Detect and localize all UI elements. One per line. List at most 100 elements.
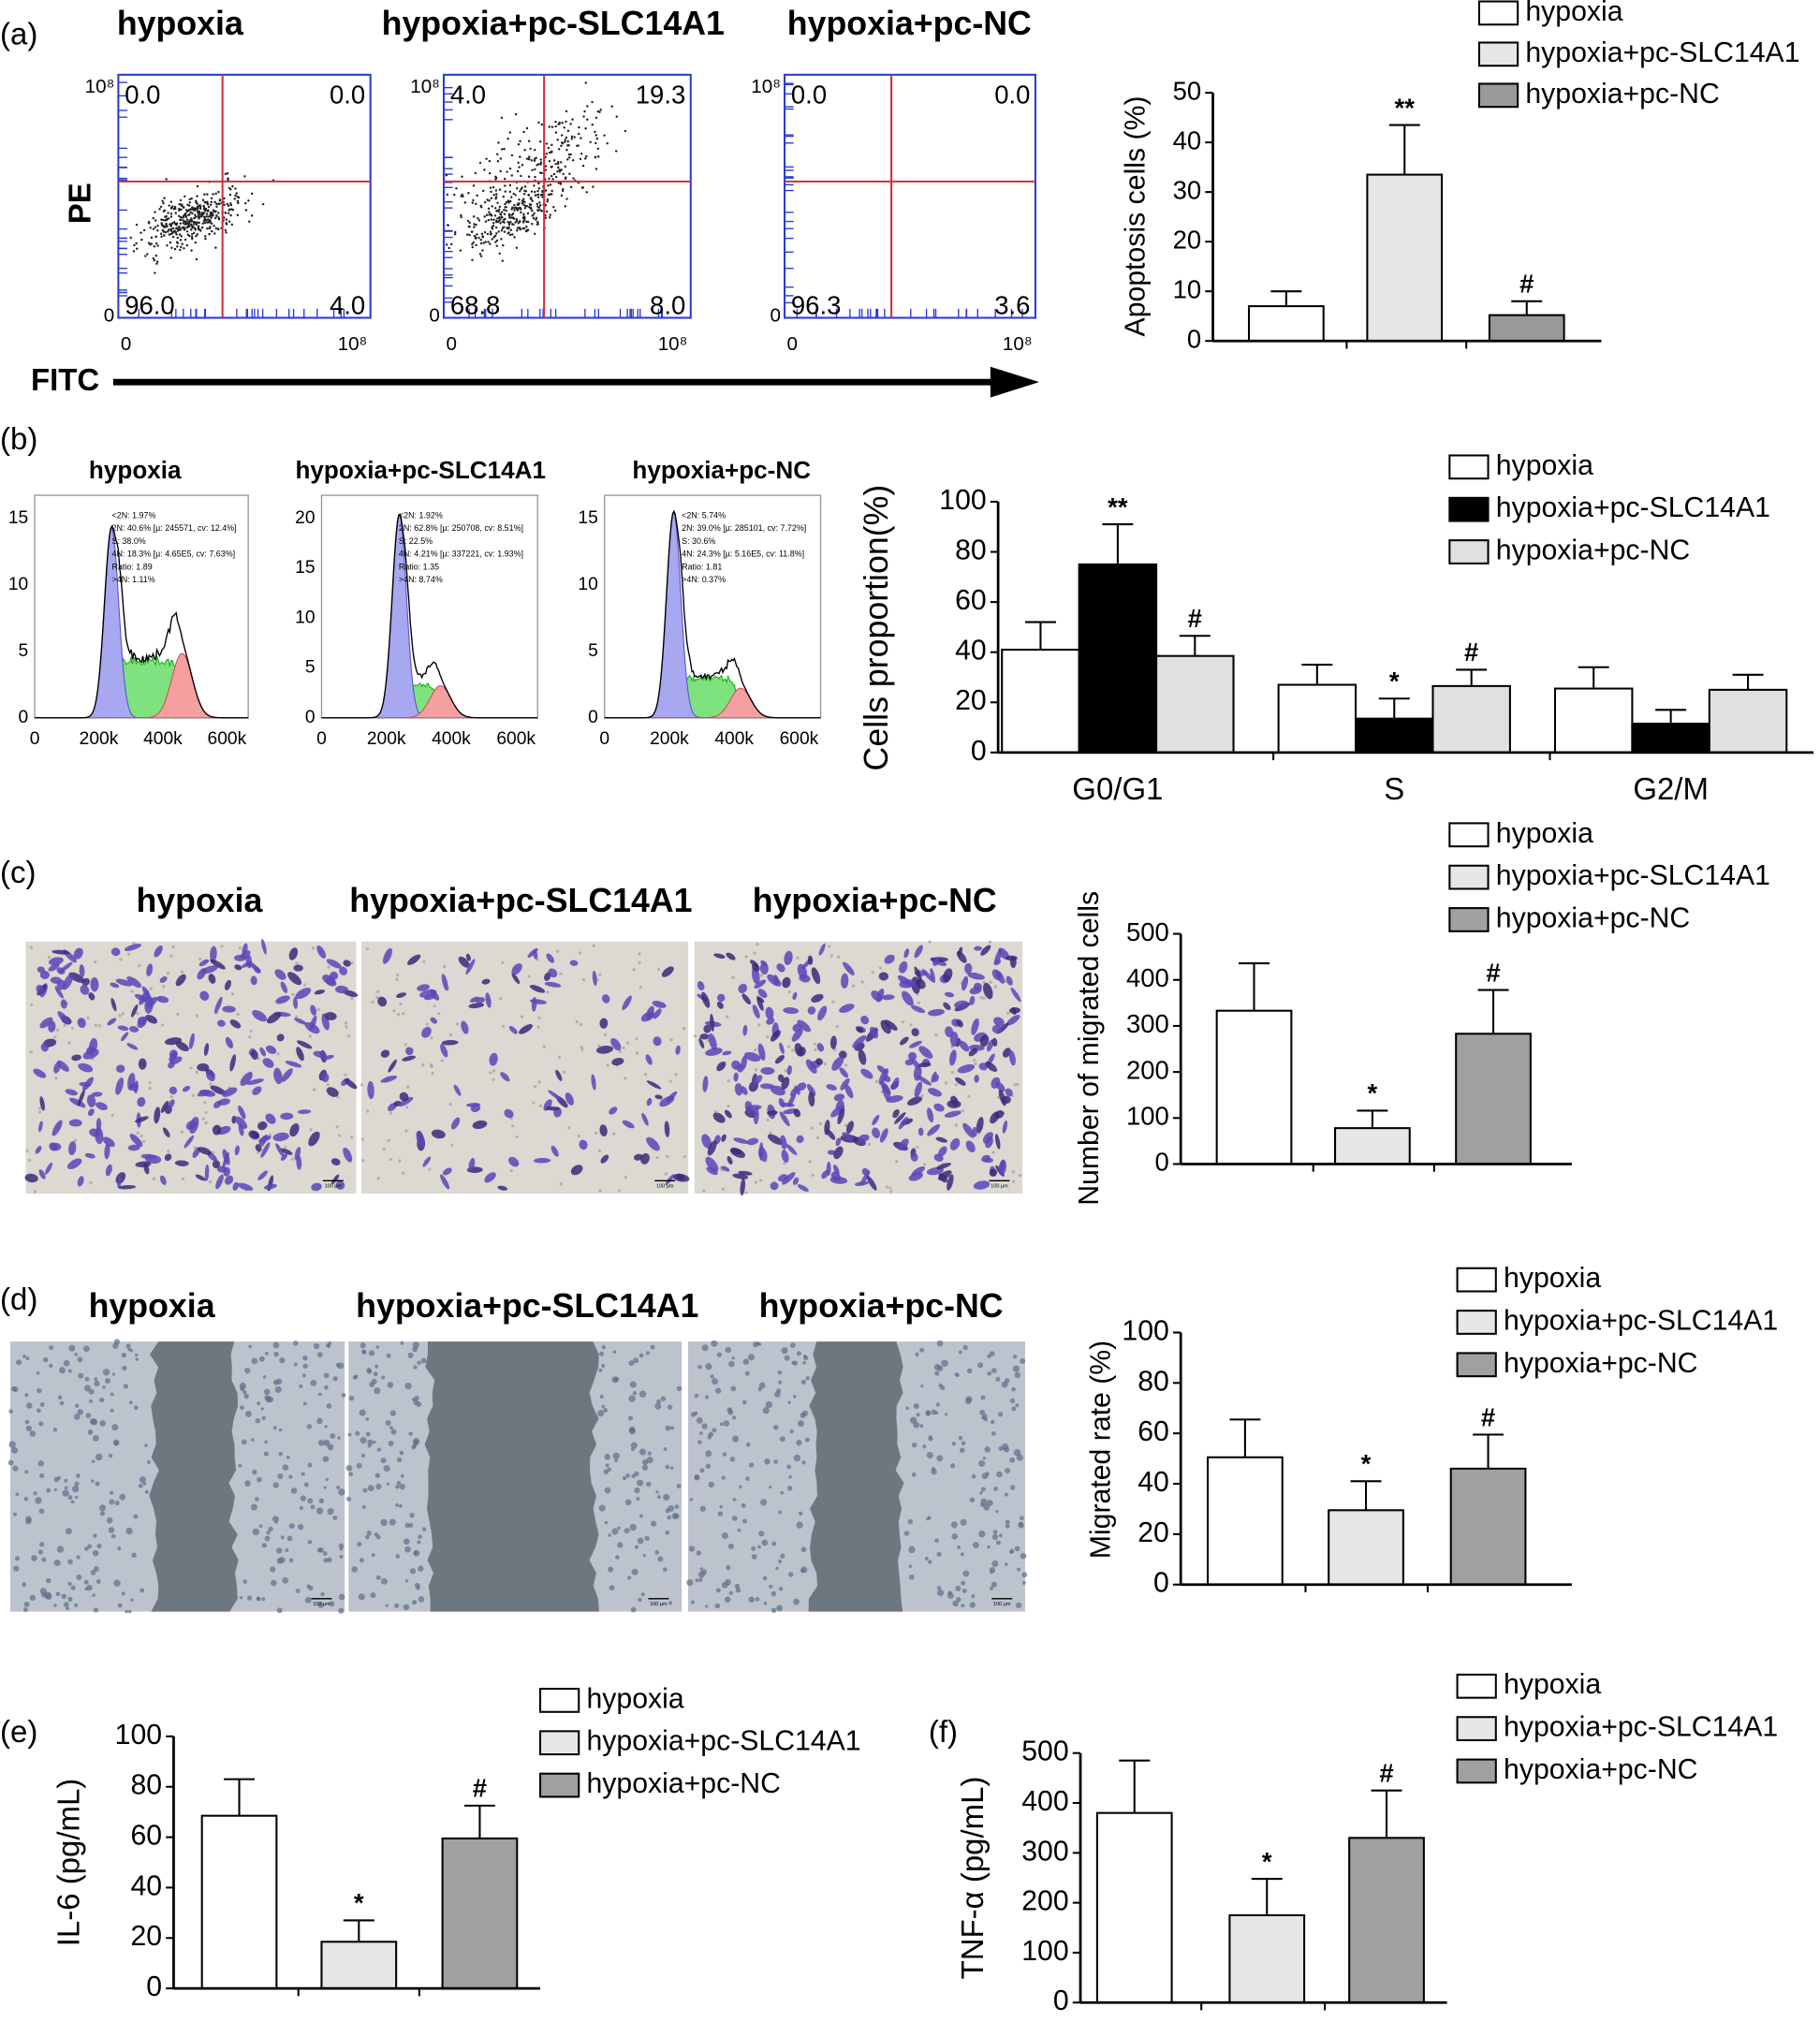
stained-cell xyxy=(646,1136,660,1151)
stained-cell xyxy=(430,1017,437,1024)
flow-event xyxy=(477,236,480,240)
stained-cell xyxy=(622,1120,635,1129)
cell xyxy=(121,1353,126,1358)
flow-event xyxy=(135,223,139,227)
cell xyxy=(376,1447,382,1452)
flow-event xyxy=(538,140,542,143)
pore xyxy=(25,1149,29,1152)
cell xyxy=(385,1604,389,1607)
cell xyxy=(338,1607,345,1614)
stained-cell xyxy=(127,1144,140,1151)
flow-event xyxy=(489,242,492,245)
cell xyxy=(961,1588,967,1593)
stained-cell xyxy=(565,1092,574,1106)
stained-cell xyxy=(1005,1088,1013,1097)
y-tick-label: 200 xyxy=(1126,1055,1169,1084)
histogram-stat: >4N: 0.37% xyxy=(682,575,726,584)
flow-event xyxy=(521,221,525,224)
flow-event xyxy=(159,232,163,236)
flow-event xyxy=(500,238,503,241)
flow-event xyxy=(178,214,181,218)
cell xyxy=(418,1534,422,1539)
bar xyxy=(1078,563,1158,754)
cell xyxy=(404,1578,409,1583)
cell xyxy=(240,1385,245,1392)
cell xyxy=(265,1351,269,1355)
bar xyxy=(1215,1009,1293,1165)
cell xyxy=(276,1607,283,1614)
flow-event xyxy=(615,115,618,118)
stained-cell xyxy=(901,990,914,1006)
cell xyxy=(731,1355,736,1360)
cell xyxy=(928,1560,932,1564)
cell xyxy=(326,1403,332,1409)
y-tick-label: 60 xyxy=(130,1821,162,1852)
flow-event xyxy=(149,227,152,229)
flow-event xyxy=(228,208,231,212)
cell xyxy=(741,1518,747,1524)
pore xyxy=(430,1035,433,1040)
flow-event xyxy=(163,209,167,212)
flow-event xyxy=(217,190,220,194)
panel-label: (b) xyxy=(0,421,37,456)
cell xyxy=(310,1380,317,1386)
flow-event xyxy=(227,204,230,207)
quadrant-value: 96.0 xyxy=(125,291,174,320)
stained-cell xyxy=(743,1051,761,1062)
cell xyxy=(134,1405,139,1411)
flow-event xyxy=(207,215,210,218)
pore xyxy=(492,1077,495,1081)
cell xyxy=(777,1370,783,1375)
stained-cell xyxy=(419,989,437,998)
flow-frame xyxy=(117,73,372,319)
histogram-stat: 2N: 40.6% [µ: 245571, cv: 12.4%] xyxy=(112,523,237,533)
stained-cell xyxy=(844,1084,854,1099)
cell xyxy=(278,1428,283,1432)
cell xyxy=(368,1350,375,1356)
flow-event xyxy=(475,202,477,206)
stained-cell xyxy=(908,1040,922,1048)
cell xyxy=(995,1510,999,1514)
cell xyxy=(104,1377,111,1385)
stained-cell xyxy=(949,1137,961,1150)
cell xyxy=(638,1390,647,1398)
stained-cell xyxy=(766,1018,775,1025)
cell xyxy=(630,1606,637,1613)
stained-cell xyxy=(65,1089,78,1096)
cell xyxy=(117,1603,123,1608)
stained-cell xyxy=(78,1089,85,1106)
pore xyxy=(389,1111,393,1115)
cell xyxy=(244,1367,251,1374)
legend-swatch xyxy=(1477,82,1519,109)
histogram-outline xyxy=(604,509,821,719)
flow-event xyxy=(545,210,549,213)
flow-event xyxy=(146,253,149,256)
cell xyxy=(609,1585,615,1591)
cell xyxy=(625,1473,630,1478)
pore xyxy=(73,1138,77,1142)
stained-cell xyxy=(911,1028,919,1037)
pore xyxy=(443,964,447,969)
stained-cell xyxy=(794,1043,803,1057)
stained-cell xyxy=(308,1131,320,1147)
pore xyxy=(783,1162,786,1165)
pore xyxy=(55,1028,60,1032)
pore xyxy=(656,967,661,972)
cell xyxy=(981,1414,988,1419)
flow-event xyxy=(525,205,529,208)
flow-event xyxy=(559,183,563,185)
cell xyxy=(366,1531,373,1536)
pore xyxy=(450,1143,454,1148)
flow-event xyxy=(172,207,175,211)
flow-event xyxy=(512,192,515,196)
flow-event xyxy=(481,189,485,193)
pore xyxy=(563,1070,566,1075)
cell xyxy=(102,1385,106,1389)
flow-event xyxy=(596,147,600,151)
flow-event xyxy=(185,226,188,229)
y-tick-label: 20 xyxy=(1173,225,1202,254)
stained-cell xyxy=(377,996,388,1007)
cell xyxy=(24,1393,29,1398)
flow-event xyxy=(447,224,449,227)
cell xyxy=(366,1368,372,1373)
